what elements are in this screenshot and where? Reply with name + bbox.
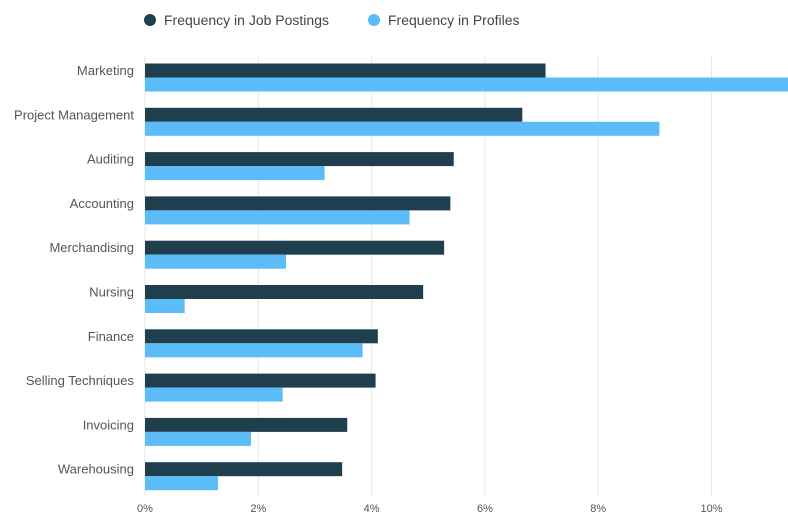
bar-profiles[interactable] [145,121,660,136]
x-axis-ticks: 0% 2% 4% 6% 8% 10% [137,503,723,513]
category-label: Invoicing [83,417,134,432]
category-label: Merchandising [49,240,134,255]
x-tick-label: 4% [364,503,380,513]
bar-job-postings[interactable] [145,417,348,432]
bar-job-postings[interactable] [145,196,451,211]
bar-profiles[interactable] [145,254,287,269]
x-tick-label: 6% [477,503,493,513]
legend[interactable]: Frequency in Job Postings Frequency in Pr… [144,12,520,28]
bar-profiles[interactable] [145,299,185,313]
x-tick-label: 2% [250,503,266,513]
bar-profiles[interactable] [145,476,219,491]
category-label: Accounting [70,196,134,211]
category-label: Auditing [87,152,134,167]
bar-job-postings[interactable] [145,373,376,388]
bar-layer [145,63,788,491]
bar-job-postings[interactable] [145,462,343,477]
x-tick-label: 8% [590,503,606,513]
category-label: Project Management [14,107,134,122]
bar-profiles[interactable] [145,431,251,446]
category-label: Nursing [89,285,134,300]
x-tick-label: 10% [701,503,723,513]
legend-swatch [368,14,380,26]
bar-job-postings[interactable] [145,63,546,78]
category-labels: Marketing Project Management Auditing Accou… [14,63,134,477]
bar-job-postings[interactable] [145,285,424,299]
legend-item-profiles[interactable]: Frequency in Profiles [368,12,520,28]
category-label: Marketing [77,63,134,78]
bar-profiles[interactable] [145,387,283,402]
bar-job-postings[interactable] [145,152,454,167]
bar-job-postings[interactable] [145,107,523,122]
bar-job-postings[interactable] [145,240,445,255]
category-label: Selling Techniques [26,373,135,388]
category-label: Warehousing [58,462,134,477]
bar-profiles[interactable] [145,77,788,92]
bar-profiles[interactable] [145,210,410,225]
bar-profiles[interactable] [145,343,363,358]
bar-job-postings[interactable] [145,329,378,344]
bar-profiles[interactable] [145,166,325,181]
legend-label: Frequency in Profiles [388,12,520,28]
legend-label: Frequency in Job Postings [164,12,329,28]
x-tick-label: 0% [137,503,153,513]
legend-swatch [144,14,156,26]
legend-item-job-postings[interactable]: Frequency in Job Postings [144,12,329,28]
category-label: Finance [88,329,134,344]
